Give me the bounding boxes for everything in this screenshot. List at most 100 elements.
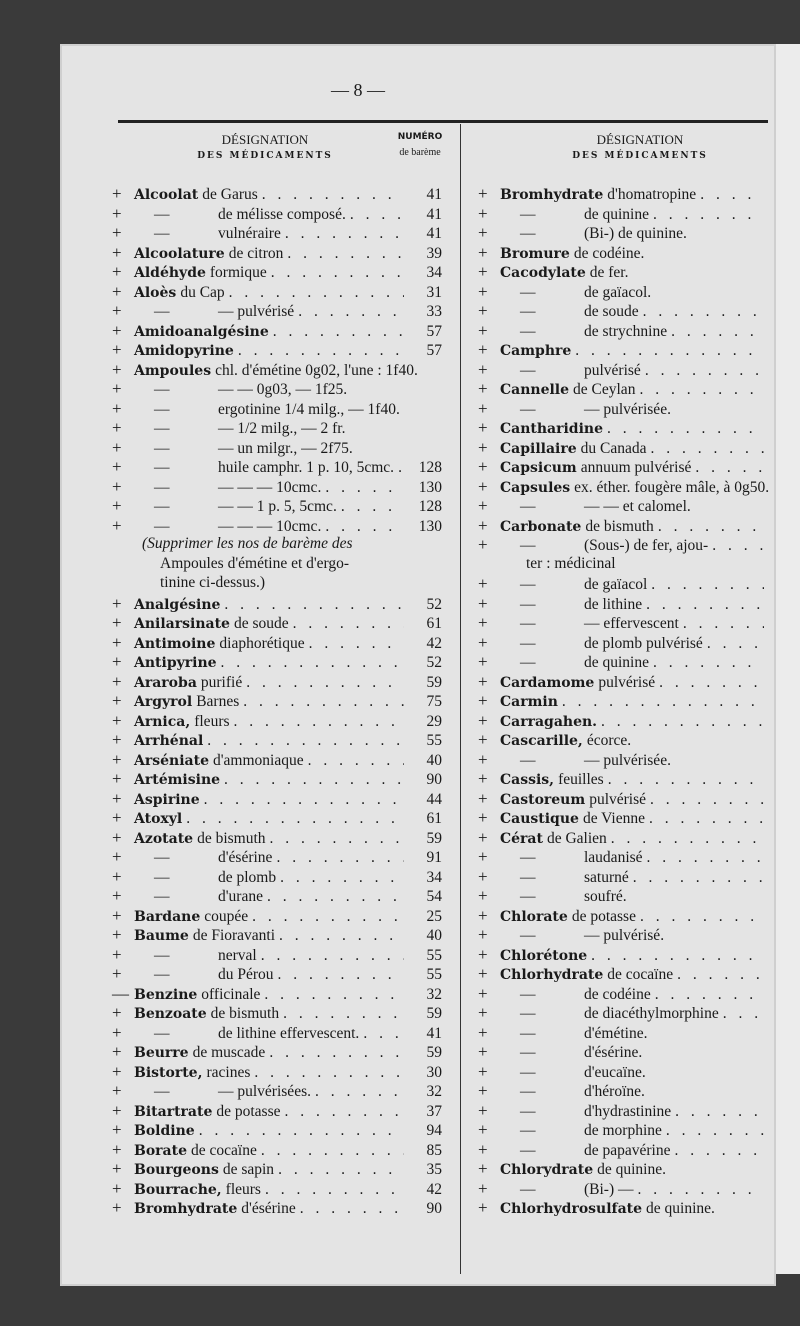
- mark-sign: +: [112, 691, 122, 710]
- list-item: + — (Bi-) de quinine.: [478, 223, 768, 243]
- drug-detail: de quinine.: [646, 1200, 715, 1217]
- dot-leader: [591, 947, 764, 965]
- drug-detail: de gaïacol: [584, 576, 648, 593]
- list-item: + Carmin: [478, 691, 768, 711]
- list-item: + — vulnéraire 41: [112, 223, 442, 243]
- mark-sign: +: [112, 1159, 122, 1178]
- dot-leader: [300, 1200, 404, 1218]
- list-item: + Capsules ex. éther. fougère mâle, à 0g50…: [478, 477, 769, 497]
- drug-detail: de soude: [584, 303, 639, 320]
- dot-leader: [293, 615, 404, 633]
- bareme-number: 130: [418, 517, 442, 535]
- ditto-dash: —: [154, 1083, 170, 1100]
- dot-leader: [607, 420, 764, 438]
- drug-name: Chlorydrate: [500, 1162, 594, 1178]
- list-item: + Cantharidine: [478, 418, 768, 438]
- drug-name: Benzine: [134, 986, 198, 1003]
- mark-sign: +: [478, 613, 488, 632]
- bareme-number: 59: [426, 673, 443, 691]
- mark-sign: +: [112, 964, 122, 983]
- mark-sign: +: [478, 1178, 488, 1198]
- bareme-number: 37: [426, 1102, 443, 1120]
- dot-leader: [278, 966, 404, 984]
- dot-leader: [254, 1064, 404, 1082]
- drug-detail: — — — 10cmc.: [218, 517, 322, 535]
- list-item: (Supprimer les nos de barème des: [112, 535, 442, 555]
- list-item: + Bromure de codéine.: [478, 243, 768, 263]
- drug-detail: de codéine.: [573, 244, 645, 262]
- bareme-number: 55: [426, 732, 443, 749]
- drug-detail: — effervescent: [584, 615, 679, 632]
- ditto-dash: —: [154, 459, 170, 476]
- drug-name: Ampoules: [134, 362, 212, 379]
- mark-sign: +: [112, 359, 122, 379]
- mark-sign: +: [478, 944, 488, 964]
- drug-name: Araroba: [134, 674, 197, 691]
- bareme-number: 40: [426, 751, 443, 769]
- drug-detail: de quinine.: [597, 1161, 666, 1178]
- dot-leader: [265, 1181, 404, 1199]
- list-item: + — d'hydrastinine: [478, 1101, 768, 1121]
- mark-sign: +: [478, 1198, 488, 1217]
- dot-leader: [700, 186, 764, 204]
- mark-sign: +: [478, 1100, 488, 1120]
- mark-sign: +: [112, 1120, 122, 1139]
- dot-leader: [238, 342, 404, 360]
- bareme-number: 34: [426, 868, 443, 886]
- designation-label: DÉSIGNATION: [221, 132, 309, 147]
- drug-detail: racines: [206, 1063, 251, 1081]
- dot-leader: [262, 186, 404, 204]
- drug-name: Caustique: [500, 811, 579, 827]
- list-item: + — — 1/2 milg., — 2 fr.: [112, 418, 442, 438]
- ditto-dash: —: [520, 576, 536, 593]
- ditto-dash: —: [154, 849, 170, 866]
- bareme-number: 29: [426, 712, 443, 730]
- mark-sign: +: [112, 262, 122, 281]
- dot-leader: [276, 849, 404, 867]
- drug-detail: officinale: [201, 985, 261, 1003]
- ditto-dash: —: [520, 400, 536, 418]
- bareme-number: 55: [426, 966, 443, 983]
- list-item: + Amidopyrine 57: [112, 340, 442, 360]
- drug-detail: de bismuth: [210, 1005, 280, 1022]
- list-item: + Capillaire du Canada: [478, 438, 768, 458]
- drug-detail: du Cap: [180, 283, 225, 301]
- bareme-number: 41: [426, 225, 443, 242]
- ditto-dash: —: [154, 439, 170, 457]
- bareme-number: 40: [426, 927, 443, 944]
- drug-detail: de quinine: [584, 205, 649, 223]
- list-item: + — de strychnine: [478, 321, 768, 341]
- page-number: — 8 —: [331, 80, 385, 100]
- drug-name: Beurre: [134, 1045, 189, 1061]
- dot-leader: [651, 440, 765, 458]
- mark-sign: +: [478, 359, 488, 379]
- mark-sign: —: [112, 983, 129, 1003]
- list-item: + — soufré.: [478, 886, 768, 906]
- drug-detail: pulvérisé: [598, 673, 656, 691]
- list-item: + — laudanisé: [478, 847, 768, 867]
- bareme-number: 52: [426, 654, 443, 671]
- drug-detail: feuilles: [558, 771, 604, 788]
- list-item: + — — — — 10cmc. 130: [112, 516, 442, 536]
- dot-leader: [650, 791, 764, 809]
- drug-detail: de Ceylan: [573, 381, 636, 398]
- drug-name: Artémisine: [134, 772, 221, 788]
- mark-sign: +: [478, 1022, 488, 1042]
- dot-leader: [207, 732, 404, 750]
- drug-name: Chlorétone: [500, 947, 588, 964]
- mark-sign: +: [478, 398, 488, 418]
- ditto-dash: —: [154, 400, 170, 418]
- drug-detail: huile camphr. 1 p. 10, 5cmc.: [218, 459, 395, 476]
- dot-leader: [270, 830, 404, 848]
- drug-name: Boldine: [134, 1123, 195, 1139]
- mark-sign: +: [112, 652, 122, 671]
- drug-name: Antimoine: [134, 635, 216, 652]
- bareme-number: 94: [426, 1122, 443, 1139]
- list-item: + Cascarille, écorce.: [478, 730, 768, 750]
